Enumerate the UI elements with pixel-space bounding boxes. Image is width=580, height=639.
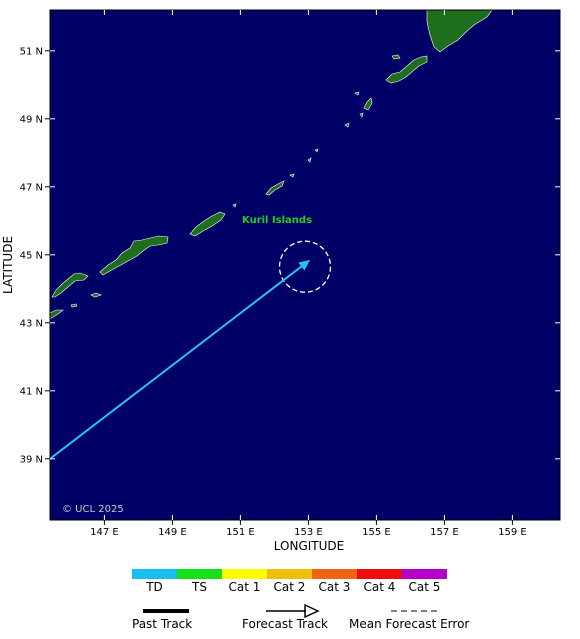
category-label-4: Cat 3 xyxy=(319,580,351,594)
storm-track-layer xyxy=(49,240,332,460)
y-tick-label-2: 43 N xyxy=(20,318,43,329)
small-island-5 xyxy=(307,157,312,163)
category-swatch-5 xyxy=(357,569,402,579)
land-masses xyxy=(49,9,493,320)
paramushir-island xyxy=(385,55,428,84)
copyright-text: © UCL 2025 xyxy=(62,504,124,515)
small-island-6 xyxy=(289,173,295,178)
legend: TD TS Cat 1 Cat 2 Cat 3 Cat 4 Cat 5 Past Track… xyxy=(132,569,469,631)
y-axis-title: LATITUDE xyxy=(1,236,15,294)
mean-error-legend-label: Mean Forecast Error xyxy=(349,617,469,631)
x-tick-label-5: 157 E xyxy=(430,527,459,538)
x-tick-label-4: 155 E xyxy=(362,527,391,538)
y-tick-label-3: 45 N xyxy=(20,250,43,261)
kamchatka-landmass xyxy=(426,9,493,53)
small-island-3 xyxy=(344,122,350,128)
category-swatch-6 xyxy=(402,569,447,579)
onekotan-island xyxy=(363,97,373,111)
urup-island xyxy=(189,211,226,237)
y-tick-label-5: 49 N xyxy=(20,114,43,125)
category-label-2: Cat 1 xyxy=(229,580,261,594)
forecast-track-legend-arrow xyxy=(304,603,320,619)
past-track-legend-label: Past Track xyxy=(132,617,192,631)
x-tick-label-1: 149 E xyxy=(158,527,187,538)
category-swatch-0 xyxy=(132,569,177,579)
iturup-island xyxy=(99,235,169,276)
x-axis: 147 E 149 E 151 E 153 E 155 E 157 E 159 E xyxy=(90,10,527,538)
category-legend: TD TS Cat 1 Cat 2 Cat 3 Cat 4 Cat 5 xyxy=(132,569,447,594)
kunashir-island xyxy=(51,272,89,298)
category-label-1: TS xyxy=(191,580,207,594)
forecast-track-line xyxy=(49,265,302,460)
mean-forecast-error-circle xyxy=(278,240,332,293)
x-tick-label-6: 159 E xyxy=(498,527,527,538)
category-label-6: Cat 5 xyxy=(409,580,441,594)
small-island-4 xyxy=(314,148,319,153)
x-tick-label-2: 151 E xyxy=(226,527,255,538)
plot-frame xyxy=(49,9,561,521)
simushir-island xyxy=(265,180,285,196)
x-tick-label-3: 153 E xyxy=(294,527,323,538)
small-island-8 xyxy=(70,303,78,308)
small-island-7 xyxy=(232,203,237,208)
y-tick-label-0: 39 N xyxy=(20,454,43,465)
region-label: Kuril Islands xyxy=(242,215,312,226)
category-swatch-1 xyxy=(177,569,222,579)
category-label-5: Cat 4 xyxy=(364,580,396,594)
y-axis: 39 N 41 N 43 N 45 N 47 N 49 N 51 N xyxy=(20,46,560,465)
x-axis-title: LONGITUDE xyxy=(274,539,344,553)
forecast-track-arrowhead xyxy=(298,259,311,271)
x-tick-label-0: 147 E xyxy=(90,527,119,538)
y-tick-label-4: 47 N xyxy=(20,182,43,193)
forecast-track-legend-label: Forecast Track xyxy=(242,617,328,631)
category-swatch-2 xyxy=(222,569,267,579)
category-label-3: Cat 2 xyxy=(274,580,306,594)
category-swatch-4 xyxy=(312,569,357,579)
category-label-0: TD xyxy=(145,580,163,594)
category-swatch-3 xyxy=(267,569,312,579)
y-tick-label-1: 41 N xyxy=(20,386,43,397)
shikotan-island xyxy=(90,292,102,298)
small-island-1 xyxy=(354,91,360,96)
y-tick-label-6: 51 N xyxy=(20,46,43,57)
small-island-2 xyxy=(359,112,364,118)
shumshu-island xyxy=(391,54,401,60)
